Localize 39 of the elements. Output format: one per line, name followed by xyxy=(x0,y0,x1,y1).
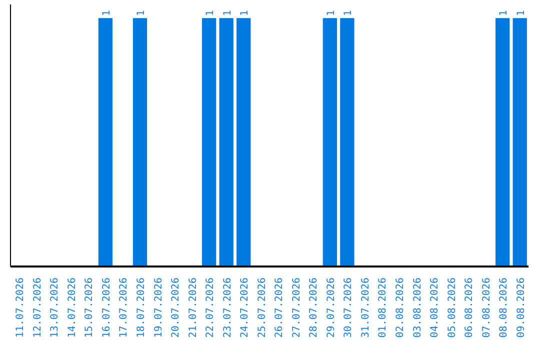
x-tick-label: 16.07.2026 xyxy=(101,277,112,338)
data-label: 1 xyxy=(222,10,234,16)
data-label: 1 xyxy=(240,10,251,16)
x-tick-label: 01.08.2026 xyxy=(378,277,389,338)
x-tick-label: 09.08.2026 xyxy=(516,277,527,338)
data-label: 1 xyxy=(326,10,337,16)
x-tick-label: 19.07.2026 xyxy=(153,277,164,338)
data-label: 1 xyxy=(498,10,510,16)
x-tick-label: 20.07.2026 xyxy=(170,277,182,338)
x-tick-label: 31.07.2026 xyxy=(360,277,372,338)
x-tick-label: 18.07.2026 xyxy=(136,277,147,338)
x-tick-label: 29.07.2026 xyxy=(326,277,337,338)
x-tick-label: 04.08.2026 xyxy=(430,277,441,338)
x-tick-label: 12.07.2026 xyxy=(32,277,44,338)
x-tick-label: 08.08.2026 xyxy=(498,277,510,338)
x-tick-label: 11.07.2026 xyxy=(15,277,26,338)
x-tick-label: 06.08.2026 xyxy=(464,277,476,338)
x-tick-label: 28.07.2026 xyxy=(308,277,320,338)
x-tick-label: 17.07.2026 xyxy=(118,277,130,338)
x-tick-label: 03.08.2026 xyxy=(412,277,424,338)
data-label: 1 xyxy=(205,10,216,16)
x-tick-label: 13.07.2026 xyxy=(50,277,61,338)
data-label: 1 xyxy=(516,10,527,16)
x-tick-label: 26.07.2026 xyxy=(274,277,286,338)
data-label: 1 xyxy=(101,10,112,16)
x-tick-label: 07.08.2026 xyxy=(481,277,492,338)
x-tick-label: 21.07.2026 xyxy=(188,277,199,338)
x-tick-label: 23.07.2026 xyxy=(222,277,234,338)
data-label: 1 xyxy=(343,10,354,16)
data-label: 1 xyxy=(136,10,147,16)
x-tick-label: 24.07.2026 xyxy=(240,277,251,338)
x-tick-label: 27.07.2026 xyxy=(291,277,302,338)
x-tick-label: 14.07.2026 xyxy=(66,277,78,338)
x-tick-label: 22.07.2026 xyxy=(205,277,216,338)
x-tick-label: 05.08.2026 xyxy=(446,277,458,338)
x-tick-label: 30.07.2026 xyxy=(343,277,354,338)
x-tick-label: 02.08.2026 xyxy=(395,277,406,338)
x-tick-label: 15.07.2026 xyxy=(84,277,96,338)
x-tick-label: 25.07.2026 xyxy=(256,277,268,338)
